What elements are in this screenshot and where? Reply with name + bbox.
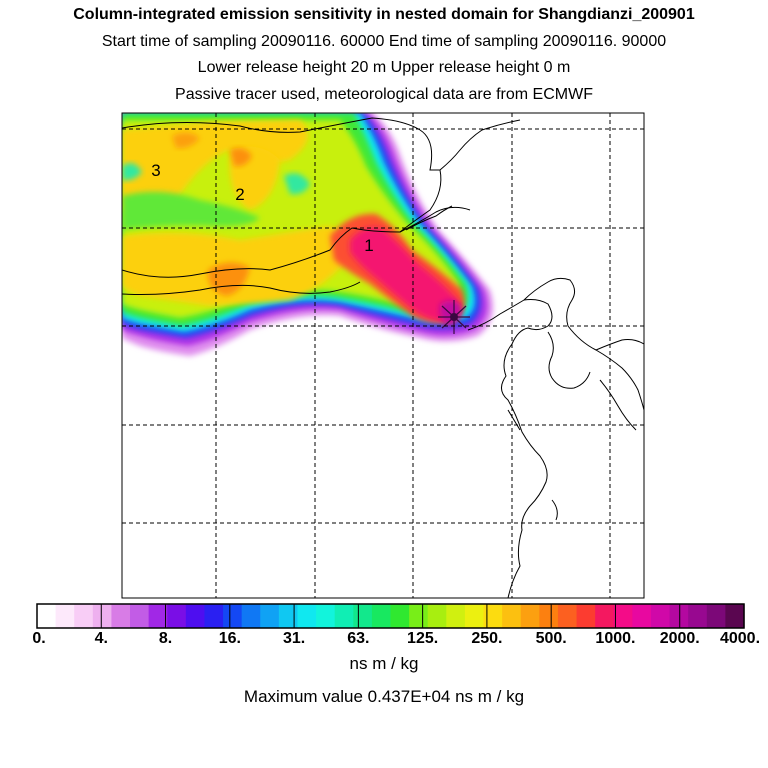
colorbar-swatch: [688, 604, 708, 628]
sampling-time-line: Start time of sampling 20090116. 60000 E…: [101, 33, 667, 50]
colorbar-swatch: [613, 604, 633, 628]
colorbar-swatch: [278, 604, 299, 628]
colorbar-swatches: [36, 604, 745, 628]
region-label-2: 2: [235, 185, 244, 204]
map-title: Column-integrated emission sensitivity i…: [73, 6, 695, 23]
colorbar-swatch: [539, 604, 559, 628]
colorbar-tick-label: 2000.: [659, 630, 700, 647]
colorbar-swatch: [390, 604, 410, 628]
colorbar-swatch: [409, 604, 429, 628]
colorbar: [36, 603, 745, 629]
colorbar-swatch: [557, 604, 578, 628]
colorbar-swatch: [353, 604, 373, 628]
colorbar-tick-label: 31.: [282, 630, 306, 647]
colorbar-swatch: [204, 604, 224, 628]
colorbar-swatch: [316, 604, 336, 628]
colorbar-swatch: [427, 604, 447, 628]
colorbar-swatch: [632, 604, 652, 628]
colorbar-swatch: [520, 604, 540, 628]
colorbar-swatch: [111, 604, 131, 628]
colorbar-swatch: [334, 604, 354, 628]
colorbar-tick-label: 0.: [32, 630, 46, 647]
colorbar-tick-label: 250.: [471, 630, 503, 647]
colorbar-swatch: [446, 604, 466, 628]
tracer-info-line: Passive tracer used, meteorological data…: [175, 86, 593, 103]
colorbar-frame: [36, 603, 745, 629]
colorbar-tick-label: 1000.: [595, 630, 636, 647]
colorbar-swatch: [260, 604, 280, 628]
colorbar-swatch: [223, 604, 243, 628]
release-height-line: Lower release height 20 m Upper release …: [197, 59, 571, 76]
colorbar-swatch: [576, 604, 596, 628]
colorbar-swatch: [37, 604, 57, 628]
colorbar-swatch: [241, 604, 261, 628]
colorbar-swatch: [297, 604, 317, 628]
region-label-1: 1: [364, 236, 373, 255]
colorbar-swatch: [92, 604, 113, 628]
colorbar-tick-label: 500.: [535, 630, 567, 647]
colorbar-swatch: [706, 604, 726, 628]
region-label-3: 3: [151, 161, 160, 180]
colorbar-swatch: [595, 604, 615, 628]
maximum-value-label: Maximum value 0.437E+04 ns m / kg: [243, 687, 525, 706]
colorbar-swatch: [650, 604, 671, 628]
colorbar-tick-label: 125.: [407, 630, 439, 647]
colorbar-tick-label: 16.: [218, 630, 241, 647]
colorbar-swatch: [371, 604, 392, 628]
colorbar-tick-label: 63.: [347, 630, 370, 647]
colorbar-swatch: [725, 604, 745, 628]
colorbar-swatch: [669, 604, 689, 628]
colorbar-swatch: [148, 604, 168, 628]
colorbar-swatch: [483, 604, 503, 628]
colorbar-units: ns m / kg: [349, 654, 419, 673]
colorbar-swatch: [130, 604, 150, 628]
colorbar-tick-label: 4.: [94, 630, 108, 647]
sensitivity-map: 3 2 1: [121, 112, 645, 599]
colorbar-tick-label: 4000.: [719, 630, 761, 647]
graticule: [122, 113, 644, 598]
map-frame: [121, 112, 645, 599]
colorbar-swatch: [167, 604, 187, 628]
colorbar-swatch: [55, 604, 75, 628]
coastlines: [122, 117, 644, 598]
colorbar-swatch: [74, 604, 94, 628]
receptor-marker: [438, 300, 470, 334]
colorbar-swatch: [502, 604, 522, 628]
sensitivity-field: [122, 113, 644, 598]
colorbar-swatch: [464, 604, 485, 628]
colorbar-tick-label: 8.: [158, 630, 173, 647]
colorbar-swatch: [185, 604, 206, 628]
